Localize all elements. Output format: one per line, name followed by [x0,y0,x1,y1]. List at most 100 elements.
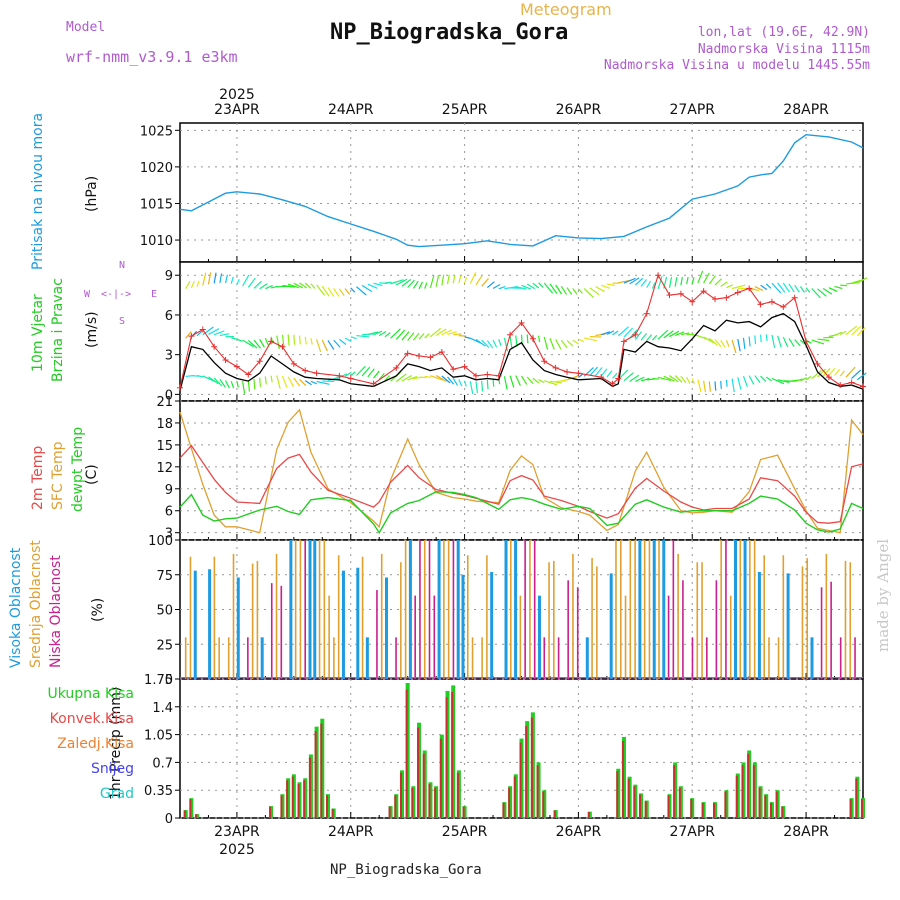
wind-arrow [299,282,308,289]
wind-arrow [555,339,562,350]
wind-arrow [629,374,640,382]
wind-arrow [293,282,304,289]
wind-arrow [259,283,268,290]
convective-bar [769,802,772,818]
wind-arrow [401,278,412,287]
wind-arrow [367,331,379,336]
wind-arrow [839,370,846,377]
convective-bar [673,765,676,818]
convective-bar [519,742,522,818]
wind-arrow [492,339,498,348]
wind-arrow [202,326,214,336]
wind-arrow [253,339,262,349]
convective-bar [633,786,636,818]
gust-marker [188,333,195,340]
wind-arrow [196,374,204,378]
wind-arrow [765,334,768,341]
wind-arrow [219,379,226,388]
convective-bar [434,787,437,818]
convective-bar [422,753,425,818]
gust-marker [245,371,252,378]
wind-arrow [344,288,351,295]
wind-arrow [566,340,574,347]
wind-arrow [640,377,650,382]
date-label-bottom: 23APR [214,824,260,840]
gust-marker [370,380,377,387]
wind-arrow [401,331,410,341]
gust-marker [268,338,275,345]
convective-bar [183,810,186,818]
wind-arrow [390,279,404,285]
cloud-bars [184,540,856,679]
convective-bar [758,787,761,818]
wind-arrow [213,272,217,284]
wind-arrow [805,287,811,293]
ytick-label-wind: 0 [165,388,173,403]
wind-arrow [691,378,695,385]
wind-arrow [714,278,722,286]
wind-arrow [344,371,352,377]
wind-arrow [481,380,484,392]
convective-bar [303,780,306,818]
compass-n: N [119,260,126,271]
convective-bar [639,794,642,818]
gust-marker [552,364,559,371]
convective-bar [752,765,755,818]
wind-arrow [765,376,772,382]
wind-arrow [264,337,270,346]
gust-marker [313,370,320,377]
legend-snow: Snijeg [90,761,134,777]
ytick-label-pressure: 1020 [140,161,173,176]
wind-arrow [680,332,690,336]
gust-marker [393,364,400,371]
wind-arrow [418,333,425,340]
wind-arrow [481,278,489,287]
convective-bar [428,784,431,818]
wind-arrow [224,274,228,284]
gust-marker [302,367,309,374]
wind-arrow [384,332,391,338]
wind-arrow [560,286,568,295]
wind-arrows [185,270,868,395]
wind-arrow [544,380,558,386]
wind-arrow [276,335,280,350]
wind-arrow [299,379,307,386]
wind-arrow [760,375,767,382]
wind-arrow [356,334,370,338]
wind-arrow [333,339,341,348]
wind-arrow [435,374,447,383]
gust-marker [598,374,605,381]
gust-marker [757,301,764,308]
convective-bar [411,787,414,818]
wind-arrow [298,335,301,345]
gust-marker [495,372,502,379]
gust-marker [279,343,286,350]
wind-arrow [236,279,240,286]
wind-arrow [509,336,513,350]
legend-hail: Grad [99,786,134,802]
ytick-label-temperature: 12 [156,461,173,476]
gust-marker [615,375,622,382]
wind-arrow [572,288,578,295]
wind-arrow [304,336,307,345]
gust-marker [848,379,855,386]
wind-arrow [441,274,445,286]
wind-arrow [856,327,866,337]
gust-marker [575,370,582,377]
gust-marker [541,358,548,365]
wind-arrow [259,377,261,387]
convective-bar [405,689,408,818]
convective-bar [855,778,858,818]
wind-arrow [771,377,785,385]
panel-frame-wind [179,261,864,402]
wind-arrow [373,330,383,336]
wind-arrow [338,288,345,297]
gust-marker [666,292,673,299]
wind-arrow [805,376,812,381]
wind-arrow [634,277,644,286]
wind-arrow [697,270,704,284]
wind-arrow [452,377,459,386]
wind-arrow [708,381,711,392]
wind-arrow [686,376,691,384]
wind-arrow [731,378,735,393]
